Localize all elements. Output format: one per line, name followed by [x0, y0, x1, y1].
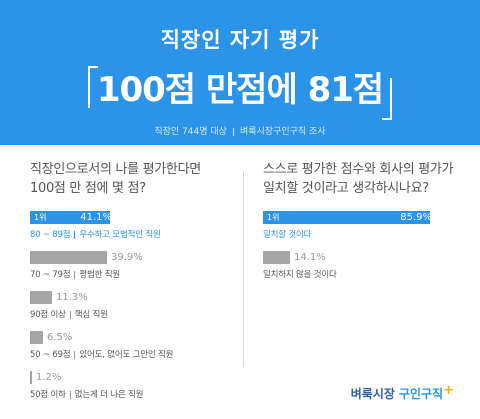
- left-bar-item: 1.2% 50점 이하 없는게 더 나은 직원: [30, 371, 230, 411]
- left-label-separator: [74, 270, 76, 279]
- right-bar-list: 1위 85.9% 일치할 것이다 14.1% 일치하지 않을 것이다: [263, 211, 463, 291]
- left-bar-score-range: 50점 이하: [30, 390, 66, 400]
- left-label-separator: [69, 390, 71, 399]
- left-bar-value: 6.5%: [47, 332, 73, 343]
- chart-right: 스스로 평가한 점수와 회사의 평가가 일치할 것이라고 생각하시나요? 1위 8…: [263, 160, 463, 291]
- left-bar-label: 50점 이하 없는게 더 나은 직원: [30, 388, 230, 400]
- logo-plus: +: [443, 383, 454, 398]
- left-bar-value: 11.3%: [56, 292, 88, 303]
- left-bar: [30, 331, 43, 344]
- left-bar-value: 1.2%: [36, 372, 62, 383]
- headline: 100점 만점에 81점: [96, 70, 384, 110]
- right-bar-track: 14.1%: [263, 251, 463, 264]
- right-bar-value: 85.9%: [400, 212, 432, 223]
- right-question-line1: 스스로 평가한 점수와 회사의 평가가: [263, 162, 454, 177]
- right-bracket-decoration: [382, 78, 392, 120]
- source-separator: [232, 127, 234, 136]
- left-label-separator: [69, 310, 71, 319]
- right-bar-rank: 1위: [267, 213, 280, 222]
- left-bar-label: 80 ~ 89점 우수하고 모범적인 직원: [30, 228, 230, 240]
- right-bar: [263, 211, 430, 224]
- right-bar-label: 일치할 것이다: [263, 230, 312, 240]
- left-label-separator: [74, 350, 76, 359]
- left-bar-item: 39.9% 70 ~ 79점 평범한 직원: [30, 251, 230, 291]
- logo-part1: 벼룩시장: [350, 387, 395, 401]
- chart-left: 직장인으로서의 나를 평가한다면 100점 만 점에 몇 점? 1위 41.1% 8…: [30, 160, 230, 411]
- left-bar-value: 39.9%: [111, 252, 143, 263]
- left-bar-track: 39.9%: [30, 251, 230, 264]
- right-bar-item: 14.1% 일치하지 않을 것이다: [263, 251, 463, 291]
- logo-part2: 구인구직: [398, 387, 444, 401]
- left-bar-item: 6.5% 50 ~ 69점 있어도, 없어도 그만인 직원: [30, 331, 230, 371]
- left-bar-item: 11.3% 90점 이상 핵심 직원: [30, 291, 230, 331]
- left-bar-score-range: 70 ~ 79점: [30, 270, 71, 280]
- left-label-separator: [74, 230, 76, 239]
- left-bar-value: 41.1%: [80, 212, 112, 223]
- left-bar: [30, 251, 107, 264]
- left-bar: [30, 291, 52, 304]
- left-bar-label: 50 ~ 69점 있어도, 없어도 그만인 직원: [30, 348, 230, 360]
- left-bar-score-range: 90점 이상: [30, 310, 66, 320]
- left-bar-label: 90점 이상 핵심 직원: [30, 308, 230, 320]
- left-bar-score-range: 80 ~ 89점: [30, 230, 71, 240]
- left-bar-description: 핵심 직원: [74, 310, 108, 320]
- left-bar-description: 있어도, 없어도 그만인 직원: [79, 350, 174, 360]
- left-bar-description: 우수하고 모범적인 직원: [79, 230, 161, 240]
- left-bar-item: 1위 41.1% 80 ~ 89점 우수하고 모범적인 직원: [30, 211, 230, 251]
- survey-sample: 직장인 744명 대상: [154, 127, 227, 137]
- right-bar-item: 1위 85.9% 일치할 것이다: [263, 211, 463, 251]
- header-banner: 직장인 자기 평가 100점 만점에 81점 직장인 744명 대상 벼룩시장구인…: [0, 0, 480, 145]
- left-question: 직장인으로서의 나를 평가한다면 100점 만 점에 몇 점?: [30, 160, 230, 198]
- left-question-line1: 직장인으로서의 나를 평가한다면: [30, 162, 201, 177]
- left-bar-track: 1.2%: [30, 371, 230, 384]
- brand-logo: 벼룩시장 구인구직+: [350, 383, 454, 402]
- right-question-line2: 일치할 것이라고 생각하시나요?: [263, 181, 429, 196]
- left-bar-track: 1위 41.1%: [30, 211, 230, 224]
- left-bar-label: 70 ~ 79점 평범한 직원: [30, 268, 230, 280]
- left-bar-description: 평범한 직원: [79, 270, 120, 280]
- right-bar-value: 14.1%: [294, 252, 326, 263]
- left-bar-track: 6.5%: [30, 331, 230, 344]
- page-title: 직장인 자기 평가: [160, 28, 320, 52]
- left-bar-description: 없는게 더 나은 직원: [74, 390, 144, 400]
- left-bar: [30, 211, 110, 224]
- left-bracket-decoration: [88, 66, 98, 108]
- survey-source: 직장인 744명 대상 벼룩시장구인구직 조사: [0, 124, 480, 137]
- left-bar-rank: 1위: [34, 213, 47, 222]
- right-bar-label: 일치하지 않을 것이다: [263, 270, 337, 280]
- left-question-line2: 100점 만 점에 몇 점?: [30, 181, 146, 196]
- left-bar-list: 1위 41.1% 80 ~ 89점 우수하고 모범적인 직원 39.9% 70 ~ 79점…: [30, 211, 230, 411]
- left-bar: [30, 371, 32, 384]
- left-bar-score-range: 50 ~ 69점: [30, 350, 71, 360]
- right-bar: [263, 251, 290, 264]
- survey-org: 벼룩시장구인구직 조사: [239, 127, 326, 137]
- left-bar-track: 11.3%: [30, 291, 230, 304]
- panel-divider: [243, 172, 244, 367]
- right-question: 스스로 평가한 점수와 회사의 평가가 일치할 것이라고 생각하시나요?: [263, 160, 463, 198]
- right-bar-track: 1위 85.9%: [263, 211, 463, 224]
